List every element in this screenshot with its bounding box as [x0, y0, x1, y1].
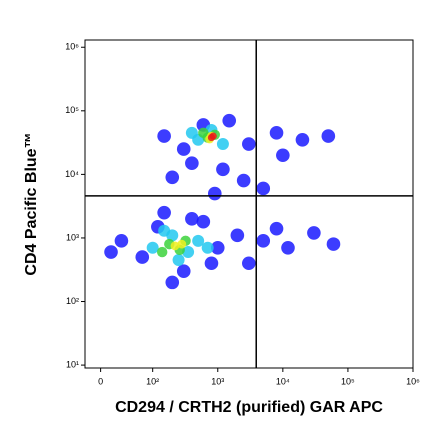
y-tick-label: 10²: [66, 296, 79, 306]
x-tick-label: 10⁵: [341, 376, 355, 386]
point: [156, 246, 168, 258]
y-tick-label: 10⁶: [65, 42, 79, 52]
x-tick-label: 10³: [211, 376, 224, 386]
x-tick-label: 10²: [146, 376, 159, 386]
point: [182, 246, 195, 259]
point: [256, 181, 271, 196]
point: [269, 221, 284, 236]
y-tick-label: 10⁴: [65, 169, 79, 179]
point: [242, 137, 256, 151]
y-axis-title: CD4 Pacific Blue™: [23, 132, 40, 275]
point: [114, 234, 129, 248]
point: [222, 113, 237, 128]
point: [165, 275, 180, 290]
y-tick-label: 10¹: [66, 359, 79, 369]
y-tick-label: 10⁵: [65, 105, 79, 115]
point: [158, 224, 171, 237]
x-axis-title: CD294 / CRTH2 (purified) GAR APC: [115, 399, 383, 416]
point: [185, 126, 198, 139]
point: [210, 240, 225, 255]
x-tick-label: 0: [98, 376, 103, 386]
point: [242, 256, 256, 271]
point: [185, 156, 199, 170]
point: [201, 241, 214, 254]
point: [157, 205, 171, 220]
x-tick-label: 10⁴: [276, 376, 290, 386]
point: [230, 228, 245, 243]
point: [216, 162, 230, 177]
point: [281, 240, 295, 255]
point: [177, 239, 187, 249]
point: [196, 214, 211, 229]
point: [172, 253, 185, 266]
point: [256, 234, 271, 248]
point: [307, 226, 321, 240]
point: [176, 264, 191, 278]
point: [170, 241, 180, 251]
plot-frame: [84, 39, 414, 369]
point: [321, 129, 336, 143]
point: [236, 173, 251, 188]
y-tick-label: 10³: [66, 232, 79, 242]
point: [192, 234, 205, 247]
point: [198, 127, 209, 139]
point: [104, 245, 118, 259]
point: [185, 212, 199, 226]
point: [209, 132, 217, 140]
point: [276, 148, 290, 163]
point: [157, 129, 171, 143]
point: [216, 138, 229, 151]
point: [295, 132, 310, 147]
point: [326, 237, 341, 251]
point: [176, 142, 191, 156]
point: [204, 256, 219, 271]
point: [146, 241, 159, 254]
point: [135, 250, 150, 264]
x-tick-label: 10⁶: [406, 376, 420, 386]
point: [269, 126, 284, 140]
point: [165, 170, 180, 185]
point: [207, 186, 222, 201]
